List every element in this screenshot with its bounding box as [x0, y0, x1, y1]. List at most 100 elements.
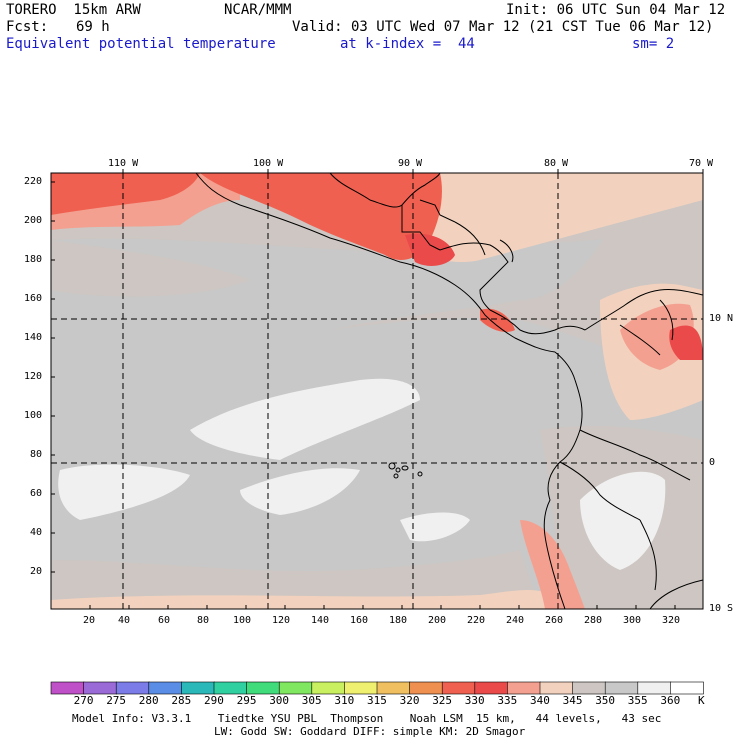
- lon-label: 110 W: [108, 158, 139, 169]
- y-tick-label: 60: [30, 488, 43, 499]
- x-tick-label: 260: [545, 615, 564, 626]
- colorbar-label: 360: [660, 694, 681, 707]
- init-time: Init: 06 UTC Sun 04 Mar 12: [506, 2, 726, 18]
- colorbar-swatch: [637, 681, 672, 695]
- colorbar-label: 290: [204, 694, 224, 707]
- colorbar-label: 325: [432, 694, 453, 707]
- colorbar-label: 320: [399, 694, 420, 707]
- y-tick-label: 160: [24, 293, 43, 304]
- colorbar-label: 305: [301, 694, 322, 707]
- colorbar-label: 340: [530, 694, 550, 707]
- x-tick-label: 120: [272, 615, 291, 626]
- colorbar-label: 275: [106, 694, 127, 707]
- temperature-field: [51, 173, 703, 609]
- lat-label: 0: [709, 457, 716, 468]
- colorbar-swatch: [670, 681, 704, 695]
- field-355-patch: [400, 512, 470, 542]
- field-330-northwest: [51, 173, 200, 215]
- coastlines: [195, 172, 704, 610]
- fcst-label: Fcst:: [6, 19, 49, 35]
- x-tick-label: 320: [662, 615, 681, 626]
- lat-label: 10 S: [709, 603, 734, 614]
- field-335-coastal: [520, 520, 585, 609]
- level-index: at k-index = 44: [340, 36, 475, 52]
- field-345-patch: [51, 240, 250, 297]
- valid-time: Valid: 03 UTC Wed 07 Mar 12 (21 CST Tue …: [292, 19, 714, 35]
- colorbar-swatch: [311, 681, 346, 695]
- colorbar-swatch: [539, 681, 574, 695]
- colorbar-label: 355: [627, 694, 648, 707]
- colorbar-swatch: [115, 681, 150, 695]
- field-330-guatemala: [405, 233, 455, 266]
- colorbar-unit: K: [698, 694, 705, 707]
- x-tick-label: 20: [83, 615, 96, 626]
- field-330-costa-rica: [480, 308, 515, 332]
- colorbar-swatch: [572, 681, 606, 695]
- colorbar-swatch: [441, 681, 476, 695]
- x-tick-label: 40: [118, 615, 131, 626]
- colorbar-swatch: [83, 681, 117, 695]
- fcst-value: 69 h: [76, 19, 110, 35]
- lat-lon-grid: [51, 173, 703, 609]
- colorbar-label: 280: [138, 694, 159, 707]
- physics-info: LW: Godd SW: Goddard DIFF: simple KM: 2D…: [214, 725, 526, 738]
- x-tick-label: 300: [623, 615, 642, 626]
- y-tick-label: 200: [24, 215, 43, 226]
- colorbar-swatch: [409, 681, 444, 695]
- colorbar-label: 335: [497, 694, 518, 707]
- colorbar-label: 270: [73, 694, 94, 707]
- colorbar-label: 315: [367, 694, 387, 707]
- colorbar: [50, 681, 704, 695]
- colorbar-swatch: [148, 681, 183, 695]
- field-name: Equivalent potential temperature: [6, 36, 276, 52]
- x-tick-label: 100: [233, 615, 252, 626]
- colorbar-label: 295: [236, 694, 257, 707]
- x-tick-label: 180: [389, 615, 408, 626]
- colorbar-label: 285: [171, 694, 192, 707]
- colorbar-swatch: [474, 681, 509, 695]
- x-tick-label: 220: [467, 615, 486, 626]
- x-tick-label: 140: [311, 615, 330, 626]
- map-border: [50, 172, 704, 610]
- y-tick-label: 40: [30, 527, 43, 538]
- colorbar-swatch: [181, 681, 215, 695]
- y-tick-label: 100: [24, 410, 43, 421]
- y-tick-label: 80: [30, 449, 43, 460]
- y-tick-label: 140: [24, 332, 43, 343]
- x-tick-label: 80: [197, 615, 210, 626]
- field-355-patch: [58, 464, 191, 520]
- x-tick-label: 280: [584, 615, 603, 626]
- colorbar-swatch: [344, 681, 378, 695]
- colorbar-label: 345: [562, 694, 583, 707]
- field-355-patch: [190, 378, 420, 460]
- lon-label: 80 W: [544, 158, 569, 169]
- smoothing: sm= 2: [632, 36, 675, 52]
- colorbar-swatch: [507, 681, 541, 695]
- colorbar-label: 310: [334, 694, 355, 707]
- x-tick-label: 200: [428, 615, 447, 626]
- y-tick-label: 20: [30, 566, 43, 577]
- y-tick-label: 120: [24, 371, 43, 382]
- lat-label: 10 N: [709, 313, 734, 324]
- field-340-south: [51, 590, 560, 609]
- x-tick-label: 240: [506, 615, 525, 626]
- lon-label: 70 W: [689, 158, 714, 169]
- y-tick-label: 220: [24, 176, 43, 187]
- field-355-patch: [240, 468, 360, 515]
- axis-ticks: [51, 169, 704, 609]
- colorbar-swatch: [278, 681, 313, 695]
- colorbar-swatch: [604, 681, 639, 695]
- model-info: Model Info: V3.3.1 Tiedtke YSU PBL Thomp…: [72, 712, 662, 725]
- colorbar-label: 330: [464, 694, 485, 707]
- colorbar-swatch: [246, 681, 281, 695]
- x-tick-label: 60: [158, 615, 171, 626]
- x-tick-label: 160: [350, 615, 369, 626]
- field-345-south: [51, 550, 540, 609]
- field-330-mexico: [200, 173, 442, 260]
- field-330-east: [669, 325, 703, 360]
- y-tick-label: 180: [24, 254, 43, 265]
- galapagos-islands: [388, 462, 423, 479]
- colorbar-swatch: [213, 681, 248, 695]
- center-label: NCAR/MMM: [224, 2, 292, 18]
- lon-label: 90 W: [398, 158, 423, 169]
